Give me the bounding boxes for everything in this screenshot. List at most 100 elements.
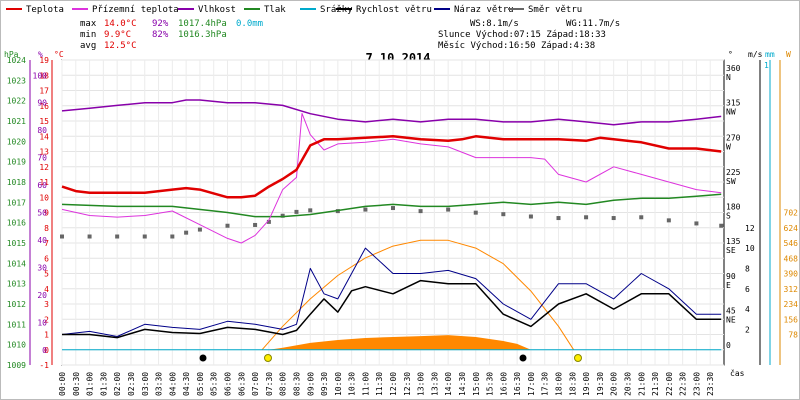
tick-label-x: 02:00: [113, 372, 122, 396]
tick-label-x: 04:30: [182, 372, 191, 396]
tick-label-mm: 1: [764, 61, 769, 70]
tick-label-x: 05:30: [210, 372, 219, 396]
wind-direction-point: [556, 216, 561, 221]
tick-label-c: 2: [44, 315, 49, 324]
wind-direction-point: [418, 209, 423, 214]
tick-label-hpa: 1016: [7, 219, 26, 228]
wind-direction-point: [473, 210, 478, 215]
wind-direction-point: [719, 223, 724, 228]
event-markers: [199, 354, 582, 362]
tick-label-x: 19:30: [596, 372, 605, 396]
tick-label-deg: 180: [726, 203, 741, 212]
legend-label-prizemni-teplota: Přízemní teplota: [92, 5, 179, 15]
wind-direction-point: [60, 234, 64, 239]
tick-label-x: 22:00: [665, 372, 674, 396]
wind-direction-point: [611, 216, 616, 221]
tick-label-x: 20:00: [610, 372, 619, 396]
stat-sun: Slunce Východ:07:15 Západ:18:33: [438, 30, 606, 40]
tick-label-dir: W: [726, 142, 731, 151]
stat-moon: Měsíc Východ:16:50 Západ:4:38: [438, 41, 595, 51]
tick-label-x: 08:00: [279, 372, 288, 396]
stat-min-label: min: [80, 30, 96, 40]
tick-label-x: 16:30: [513, 372, 522, 396]
stat-min-temp: 9.9°C: [104, 30, 131, 40]
stat-min-press: 1016.3hPa: [178, 30, 227, 40]
tick-label-x: 11:30: [375, 372, 384, 396]
tick-label-deg: 45: [726, 306, 736, 315]
wind-direction-point: [694, 221, 699, 226]
tick-label-x: 17:00: [527, 372, 536, 396]
axis-title-hpa: hPa: [4, 50, 19, 59]
tick-label-c: 16: [39, 102, 49, 111]
tick-label-dir: E: [726, 281, 731, 290]
tick-label-c: 10: [39, 193, 49, 202]
wind-direction-point: [446, 207, 451, 212]
wind-direction-point: [666, 218, 671, 223]
tick-label-c: 6: [44, 254, 49, 263]
tick-label-pct: 0: [42, 346, 47, 355]
tick-label-hpa: 1012: [7, 300, 26, 309]
tick-label-c: 18: [39, 71, 49, 80]
tick-label-hpa: 1024: [7, 56, 26, 65]
wind-direction-point: [225, 223, 230, 228]
axis-title-ms: m/s: [748, 50, 763, 59]
tick-label-x: 19:00: [582, 372, 591, 396]
tick-label-c: 12: [39, 163, 49, 172]
tick-label-pct: 80: [37, 126, 47, 135]
moon-rise-marker: [519, 354, 527, 362]
wind-direction-point: [142, 234, 147, 239]
tick-label-c: 13: [39, 148, 49, 157]
wind-direction-point: [363, 207, 368, 212]
tick-label-x: 03:30: [155, 372, 164, 396]
tick-label-ms: 10: [745, 244, 755, 253]
tick-label-ms: 8: [745, 264, 750, 273]
tick-label-hpa: 1023: [7, 76, 26, 85]
tick-label-c: 4: [44, 285, 49, 294]
tick-label-deg: 360: [726, 64, 741, 73]
series-marks: [60, 99, 724, 351]
axis-title-w: W: [786, 50, 791, 59]
tick-label-x: 06:30: [237, 372, 246, 396]
moon-set-marker: [199, 354, 207, 362]
legend: Teplota Přízemní teplota Vlhkost Tlak Sr…: [6, 5, 582, 15]
tick-label-x: 12:00: [389, 372, 398, 396]
tick-label-w: 234: [784, 300, 799, 309]
series-solar-radiation: [268, 335, 573, 350]
stat-ws: WS:8.1m/s: [470, 19, 519, 29]
wind-direction-point: [294, 209, 299, 214]
stat-max-temp: 14.0°C: [104, 19, 137, 29]
tick-label-hpa: 1021: [7, 117, 26, 126]
tick-label-x: 21:00: [637, 372, 646, 396]
legend-label-teplota: Teplota: [26, 5, 64, 15]
wind-direction-point: [253, 222, 258, 227]
tick-label-x: 00:30: [72, 372, 81, 396]
sunset-marker: [574, 354, 582, 362]
wind-direction-point: [584, 215, 589, 220]
axis-title-mm: mm: [765, 50, 775, 59]
stat-max-rain: 0.0mm: [236, 19, 263, 29]
series-ground-temperature: [61, 112, 722, 244]
tick-label-c: 14: [39, 132, 49, 141]
wind-direction-point: [639, 215, 644, 220]
axis-title-deg: °: [728, 50, 733, 59]
tick-label-x: 06:00: [224, 372, 233, 396]
tick-label-pct: 100: [33, 71, 48, 80]
tick-label-pct: 60: [37, 181, 47, 190]
tick-label-x: 10:30: [348, 372, 357, 396]
wind-direction-point: [308, 208, 313, 213]
tick-label-x: 14:00: [444, 372, 453, 396]
wind-direction-point: [87, 234, 92, 239]
legend-label-rychlost-vetru: Rychlost větru: [356, 5, 432, 15]
tick-label-pct: 10: [37, 318, 47, 327]
tick-label-x: 15:30: [486, 372, 495, 396]
tick-label-c: 3: [44, 300, 49, 309]
stat-max-label: max: [80, 19, 97, 29]
tick-label-dir: NW: [726, 108, 736, 117]
tick-label-pct: 90: [37, 99, 47, 108]
wind-direction-point: [391, 206, 395, 211]
axis-title-x: čas: [730, 368, 745, 378]
tick-label-x: 22:30: [679, 372, 688, 396]
stat-min-hum: 82%: [152, 30, 169, 40]
tick-label-hpa: 1011: [7, 320, 26, 329]
